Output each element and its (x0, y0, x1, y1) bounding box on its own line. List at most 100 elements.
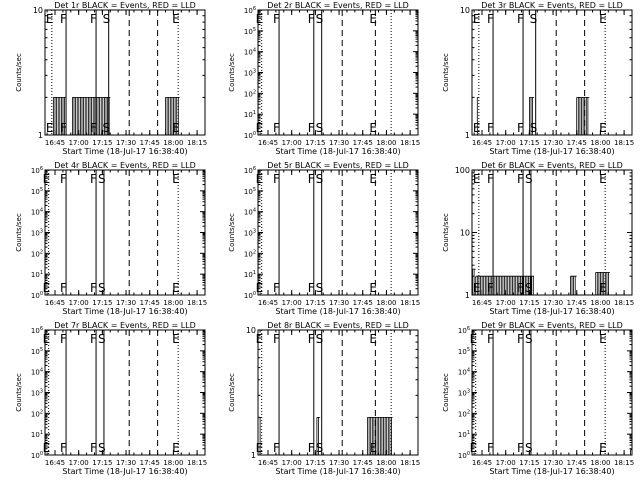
y-tick-label: 104 (244, 48, 256, 57)
event-marker-label: E (369, 332, 377, 346)
event-marker-label: E (172, 281, 180, 295)
y-tick-label: 10 (460, 229, 470, 238)
x-tick-label: 18:15 (614, 459, 634, 467)
panel-title: Det 8r BLACK = Events, RED = LLD (267, 321, 409, 330)
event-marker-label: S (316, 441, 324, 455)
x-tick-label: 17:00 (496, 299, 516, 307)
x-axis-label: Start Time (18-Jul-17 16:38:40) (489, 147, 614, 156)
event-marker-label: S (530, 121, 538, 135)
y-tick-label: 10 (246, 326, 256, 335)
data-series-spikes (53, 97, 67, 135)
event-marker-label: F (487, 281, 494, 295)
y-tick-label: 101 (458, 430, 470, 439)
event-marker-label: E (473, 172, 481, 186)
x-tick-label: 16:45 (45, 299, 65, 307)
x-axis-label: Start Time (18-Jul-17 16:38:40) (62, 467, 187, 476)
panel-title: Det 2r BLACK = Events, RED = LLD (267, 1, 409, 10)
x-axis-label: Start Time (18-Jul-17 16:38:40) (489, 307, 614, 316)
y-tick-label: 100 (458, 451, 470, 460)
event-marker-label: E (369, 172, 377, 186)
event-marker-label: F (517, 172, 524, 186)
x-tick-label: 18:15 (400, 459, 420, 467)
event-marker-label: E (43, 441, 51, 455)
y-tick-label: 100 (244, 131, 256, 140)
event-marker-label: S (103, 12, 111, 26)
x-tick-label: 16:45 (472, 299, 492, 307)
y-tick-label: 101 (31, 430, 43, 439)
event-marker-label: F (90, 281, 97, 295)
x-tick-label: 17:45 (140, 459, 160, 467)
detector-panel: Det 8r BLACK = Events, RED = LLD 1 10 Count… (228, 321, 420, 476)
x-tick-label: 18:15 (187, 459, 207, 467)
y-tick-label: 100 (31, 291, 43, 300)
x-tick-label: 17:45 (567, 459, 587, 467)
panel-title: Det 3r BLACK = Events, RED = LLD (481, 1, 623, 10)
x-tick-label: 16:45 (472, 459, 492, 467)
y-axis-label: Counts/sec (15, 373, 23, 412)
x-tick-label: 17:15 (519, 299, 539, 307)
event-marker-label: F (308, 12, 315, 26)
event-marker-label: S (316, 172, 324, 186)
event-marker-label: E (599, 332, 607, 346)
x-tick-label: 16:45 (45, 459, 65, 467)
x-axis-label: Start Time (18-Jul-17 16:38:40) (275, 467, 400, 476)
y-tick-label: 106 (31, 326, 43, 335)
x-tick-label: 18:15 (614, 299, 634, 307)
event-marker-label: F (60, 332, 67, 346)
event-marker-label: E (256, 281, 264, 295)
plot-frame (44, 169, 206, 296)
x-tick-label: 17:30 (116, 459, 136, 467)
x-tick-label: 17:45 (567, 299, 587, 307)
y-axis-label: Counts/sec (15, 213, 23, 252)
event-marker-label: E (46, 12, 54, 26)
x-tick-label: 17:00 (282, 139, 302, 147)
event-marker-label: S (98, 441, 106, 455)
event-marker-label: S (98, 172, 106, 186)
y-tick-label: 103 (244, 69, 256, 78)
event-marker-label: F (487, 12, 494, 26)
event-marker-label: E (473, 121, 481, 135)
x-tick-label: 17:30 (543, 299, 563, 307)
event-marker-label: F (487, 172, 494, 186)
y-tick-label: 103 (31, 229, 43, 238)
data-series-spikes (630, 449, 632, 455)
event-marker-label: E (172, 332, 180, 346)
event-marker-label: E (256, 441, 264, 455)
event-marker-label: E (256, 172, 264, 186)
y-tick-label: 105 (458, 347, 470, 356)
y-tick-label: 103 (458, 389, 470, 398)
x-tick-label: 18:00 (163, 139, 183, 147)
event-marker-label: S (525, 172, 533, 186)
y-axis-label: Counts/sec (442, 53, 450, 92)
y-tick-label: 102 (244, 249, 256, 258)
event-marker-label: F (308, 172, 315, 186)
event-marker-label: S (316, 12, 324, 26)
event-marker-label: E (256, 332, 264, 346)
event-marker-label: F (273, 172, 280, 186)
panel-title: Det 5r BLACK = Events, RED = LLD (267, 161, 409, 170)
event-marker-label: E (369, 12, 377, 26)
y-tick-label: 101 (244, 110, 256, 119)
x-tick-label: 17:45 (140, 299, 160, 307)
plot-frame (257, 9, 419, 136)
x-tick-label: 18:15 (400, 139, 420, 147)
x-tick-label: 17:30 (543, 459, 563, 467)
event-marker-label: E (256, 12, 264, 26)
detector-panel: Det 5r BLACK = Events, RED = LLD 100 101 10… (228, 161, 420, 316)
y-tick-label: 105 (244, 187, 256, 196)
y-tick-label: 106 (458, 326, 470, 335)
y-tick-label: 105 (31, 187, 43, 196)
x-tick-label: 17:30 (329, 459, 349, 467)
event-marker-label: E (172, 12, 180, 26)
event-marker-label: E (256, 121, 264, 135)
x-axis-label: Start Time (18-Jul-17 16:38:40) (275, 307, 400, 316)
x-tick-label: 17:15 (92, 459, 112, 467)
x-tick-label: 16:45 (45, 139, 65, 147)
event-marker-label: E (172, 172, 180, 186)
event-marker-label: S (316, 121, 324, 135)
y-tick-label: 100 (244, 291, 256, 300)
detector-panel: Det 2r BLACK = Events, RED = LLD 100 101 10… (228, 1, 420, 156)
y-tick-label: 106 (31, 166, 43, 175)
y-tick-label: 101 (244, 270, 256, 279)
x-tick-label: 17:00 (69, 299, 89, 307)
